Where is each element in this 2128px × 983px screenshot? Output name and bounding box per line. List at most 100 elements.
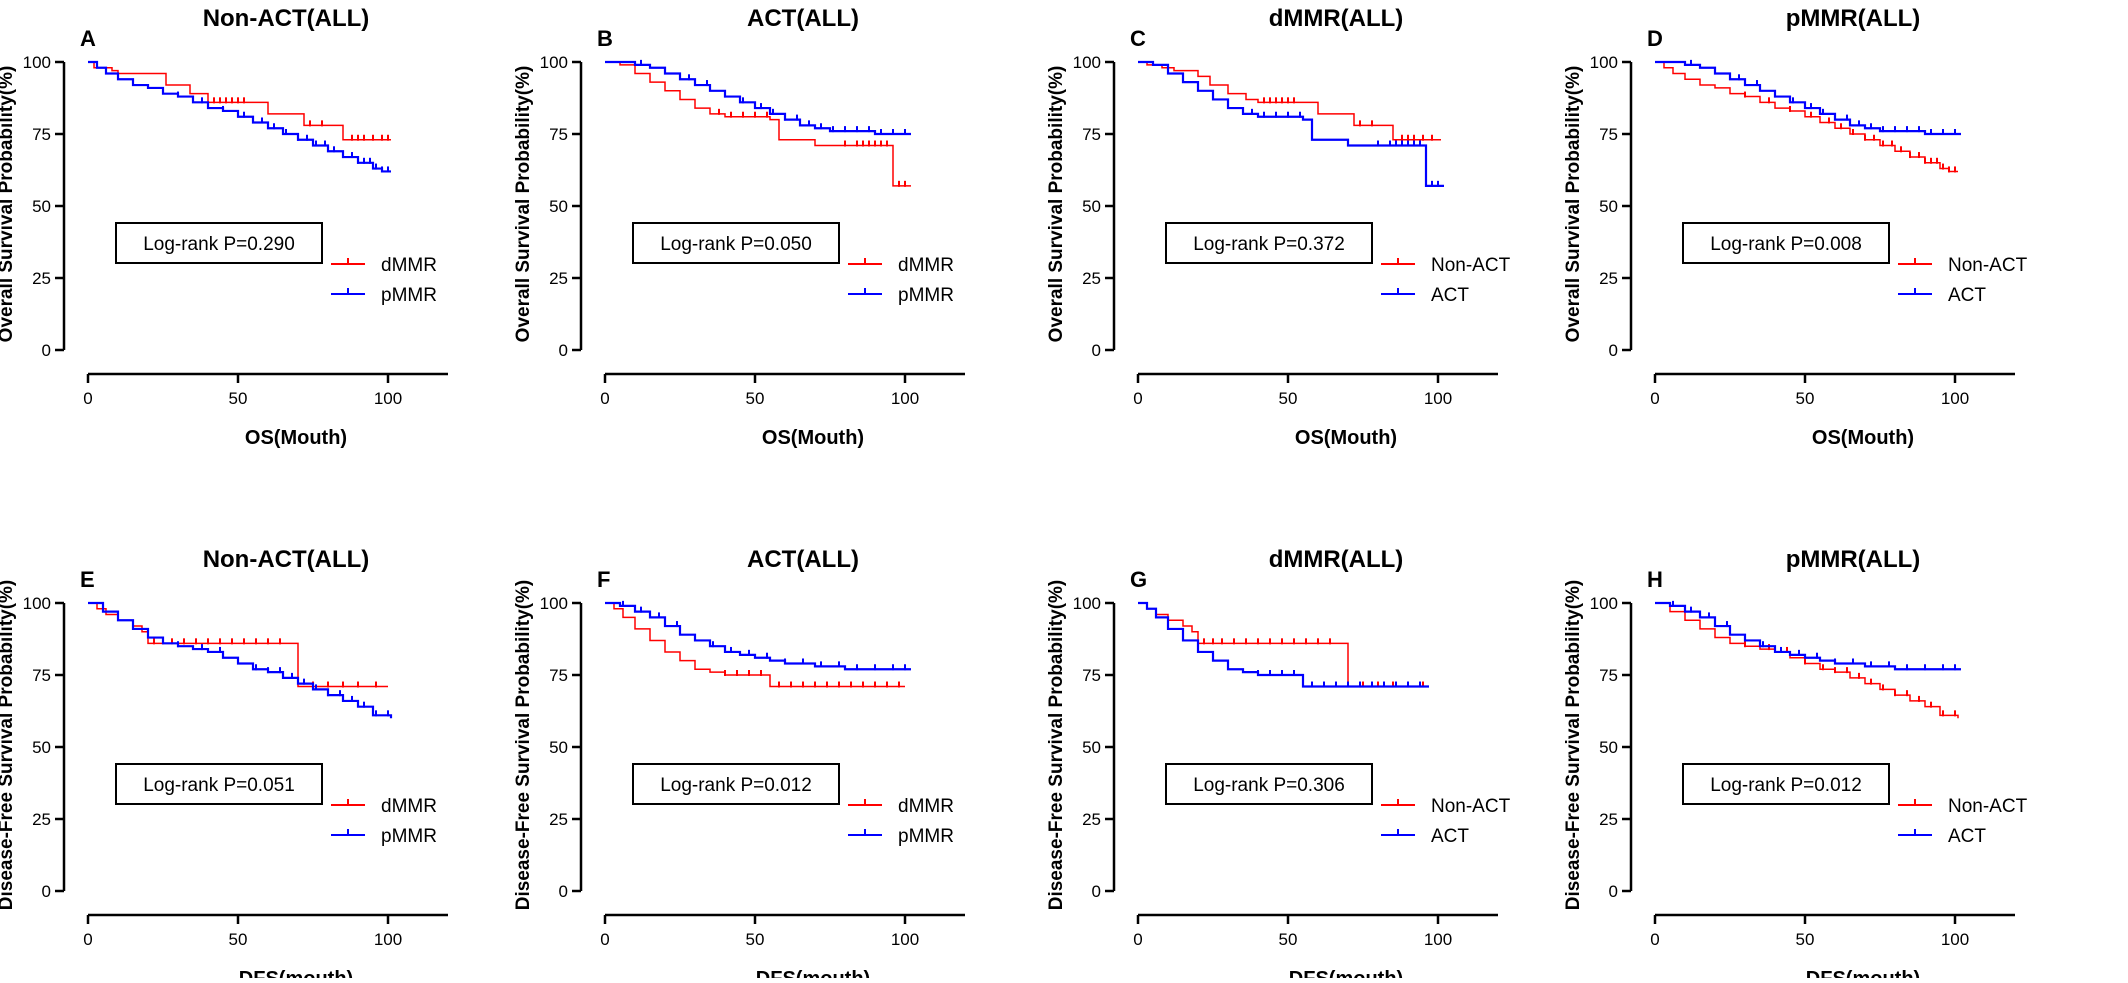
x-tick-label: 50 <box>746 930 765 949</box>
chart-panel-a: 0 50 100 0 25 50 75 100 A Non-ACT(ALL) OS(Mouth) Ov… <box>0 5 448 449</box>
x-tick-label: 0 <box>600 389 609 408</box>
y-tick-label: 100 <box>23 594 51 613</box>
x-tick-label: 100 <box>1424 930 1452 949</box>
x-tick-label: 50 <box>746 389 765 408</box>
y-tick-label: 0 <box>1092 882 1101 901</box>
km-curve-act <box>1655 601 1961 671</box>
panel-letter: F <box>597 567 610 592</box>
y-tick-label: 25 <box>32 269 51 288</box>
y-tick-label: 0 <box>559 882 568 901</box>
chart-title: dMMR(ALL) <box>1269 546 1404 573</box>
km-curve-dmmr <box>605 602 905 688</box>
km-curve-dmmr <box>88 602 388 688</box>
logrank-label: Log-rank P=0.372 <box>1193 234 1345 255</box>
y-tick-label: 25 <box>1599 810 1618 829</box>
x-tick-label: 100 <box>374 389 402 408</box>
legend-label: pMMR <box>898 285 954 306</box>
y-tick-label: 25 <box>1082 810 1101 829</box>
km-curve-act <box>1138 60 1444 187</box>
panel-letter: G <box>1130 567 1147 592</box>
legend-label: pMMR <box>381 826 437 847</box>
km-curve-non-act <box>1655 61 1958 173</box>
x-tick-label: 0 <box>600 930 609 949</box>
km-curve-dmmr <box>88 61 391 141</box>
y-axis-label: Overall Survival Probability(%) <box>513 66 534 343</box>
y-tick-label: 50 <box>1599 738 1618 757</box>
y-tick-label: 75 <box>32 125 51 144</box>
logrank-box <box>1682 763 1890 805</box>
x-tick-label: 100 <box>374 930 402 949</box>
x-tick-label: 100 <box>891 389 919 408</box>
panel-letter: D <box>1647 26 1663 51</box>
y-axis-label: Disease-Free Survival Probability(%) <box>1563 580 1584 911</box>
x-axis-label: DFS(mouth) <box>239 968 353 978</box>
legend-label: Non-ACT <box>1948 255 2028 276</box>
panel-letter: B <box>597 26 613 51</box>
logrank-label: Log-rank P=0.050 <box>660 234 812 255</box>
legend-label: ACT <box>1948 285 1986 306</box>
x-axis-label: DFS(mouth) <box>1289 968 1403 978</box>
y-tick-label: 50 <box>32 197 51 216</box>
x-tick-label: 100 <box>1424 389 1452 408</box>
legend-label: pMMR <box>898 826 954 847</box>
y-tick-label: 50 <box>1082 197 1101 216</box>
x-tick-label: 50 <box>1279 389 1298 408</box>
legend-label: ACT <box>1431 285 1469 306</box>
x-tick-label: 0 <box>1650 389 1659 408</box>
legend-label: ACT <box>1948 826 1986 847</box>
y-tick-label: 50 <box>549 738 568 757</box>
x-tick-label: 100 <box>891 930 919 949</box>
logrank-label: Log-rank P=0.306 <box>1193 775 1345 796</box>
legend-label: dMMR <box>381 796 437 817</box>
y-tick-label: 25 <box>549 810 568 829</box>
y-tick-label: 50 <box>1599 197 1618 216</box>
logrank-box <box>1682 222 1890 264</box>
legend-label: Non-ACT <box>1431 796 1511 817</box>
logrank-box <box>1165 763 1373 805</box>
chart-panel-b: 0 50 100 0 25 50 75 100 B ACT(ALL) OS(Mouth) Overal… <box>513 5 965 449</box>
km-curve-pmmr <box>605 60 911 136</box>
chart-title: Non-ACT(ALL) <box>203 5 370 32</box>
y-tick-label: 0 <box>1092 341 1101 360</box>
chart-title: Non-ACT(ALL) <box>203 546 370 573</box>
y-tick-label: 100 <box>1590 53 1618 72</box>
x-tick-label: 0 <box>83 389 92 408</box>
y-tick-label: 0 <box>42 882 51 901</box>
y-axis-label: Overall Survival Probability(%) <box>1046 66 1067 343</box>
x-tick-label: 0 <box>83 930 92 949</box>
y-tick-label: 75 <box>1599 666 1618 685</box>
legend-label: ACT <box>1431 826 1469 847</box>
x-axis-label: OS(Mouth) <box>1295 427 1397 449</box>
x-axis-label: DFS(mouth) <box>756 968 870 978</box>
logrank-label: Log-rank P=0.290 <box>143 234 295 255</box>
y-tick-label: 75 <box>549 125 568 144</box>
x-tick-label: 0 <box>1133 930 1142 949</box>
y-tick-label: 25 <box>1599 269 1618 288</box>
y-tick-label: 100 <box>1073 594 1101 613</box>
y-tick-label: 0 <box>42 341 51 360</box>
y-axis-label: Overall Survival Probability(%) <box>0 66 17 343</box>
km-curve-act <box>1138 601 1429 688</box>
y-tick-label: 75 <box>32 666 51 685</box>
x-axis-label: DFS(mouth) <box>1806 968 1920 978</box>
chart-title: dMMR(ALL) <box>1269 5 1404 32</box>
x-tick-label: 50 <box>1796 389 1815 408</box>
chart-title: ACT(ALL) <box>747 5 859 32</box>
x-tick-label: 100 <box>1941 930 1969 949</box>
y-tick-label: 0 <box>1609 882 1618 901</box>
y-tick-label: 100 <box>1073 53 1101 72</box>
logrank-label: Log-rank P=0.012 <box>660 775 812 796</box>
x-axis-label: OS(Mouth) <box>245 427 347 449</box>
y-axis-label: Disease-Free Survival Probability(%) <box>1046 580 1067 911</box>
y-tick-label: 100 <box>540 53 568 72</box>
x-axis-label: OS(Mouth) <box>762 427 864 449</box>
logrank-box <box>115 763 323 805</box>
panel-letter: C <box>1130 26 1146 51</box>
km-curve-act <box>1655 60 1961 136</box>
chart-title: pMMR(ALL) <box>1786 546 1921 573</box>
x-tick-label: 100 <box>1941 389 1969 408</box>
km-curve-pmmr <box>88 601 393 719</box>
legend-label: Non-ACT <box>1948 796 2028 817</box>
